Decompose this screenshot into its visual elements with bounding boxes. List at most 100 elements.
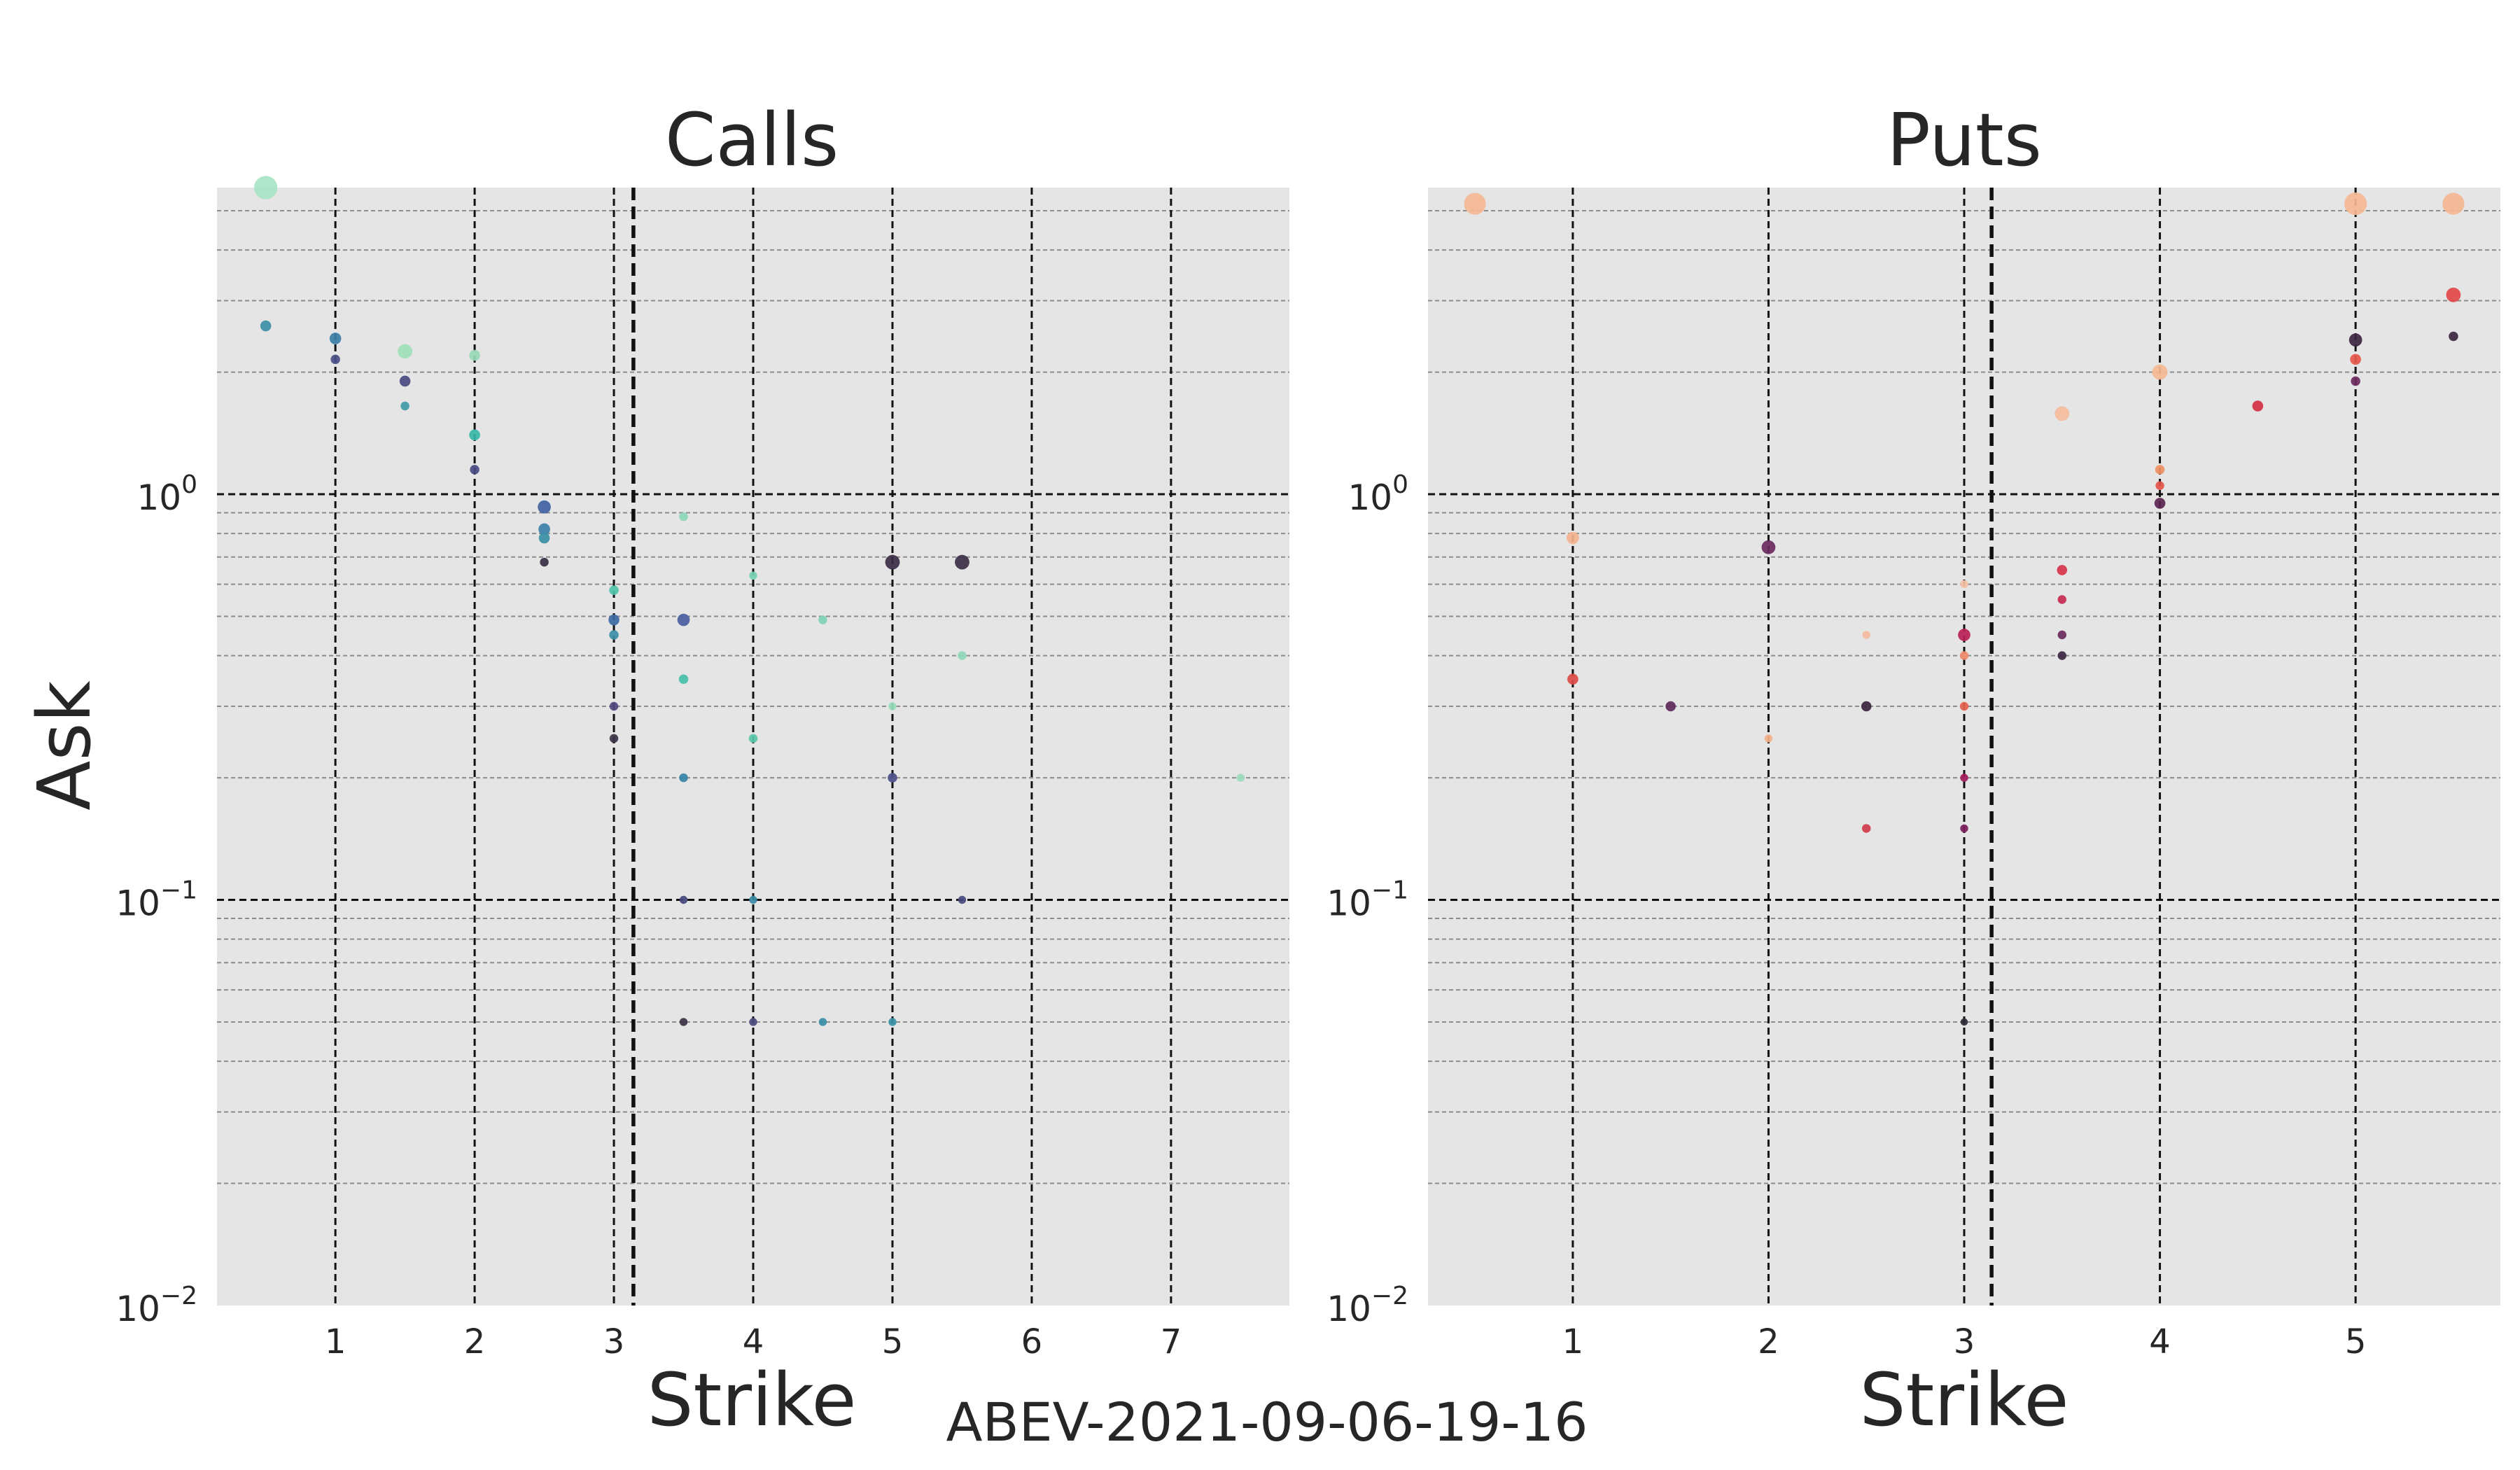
calls-data-point (469, 349, 480, 361)
puts-y-tick-label: 10−2 (1326, 1282, 1408, 1329)
puts-panel: 1 2 3 4 5 10−2 10−1 100 Puts Strike (1326, 97, 2500, 1443)
calls-x-tick-label: 4 (743, 1322, 764, 1362)
puts-data-point (1959, 701, 1969, 711)
calls-data-point (749, 1018, 757, 1026)
puts-data-point (2344, 192, 2367, 216)
calls-data-point (679, 512, 688, 522)
puts-points (1464, 192, 2465, 1026)
calls-data-point (679, 1018, 688, 1026)
calls-data-point (749, 895, 757, 904)
calls-data-point (748, 734, 758, 743)
puts-data-point (2155, 481, 2164, 490)
puts-data-point (1464, 192, 1486, 215)
calls-x-tick-label: 7 (1161, 1322, 1182, 1362)
calls-data-point (888, 702, 897, 710)
calls-x-tick-label: 5 (882, 1322, 904, 1362)
calls-data-point (679, 773, 688, 783)
puts-x-ticks: 1 2 3 4 5 (1562, 1322, 2367, 1362)
calls-data-point (818, 1018, 827, 1026)
puts-data-point (1862, 631, 1870, 639)
calls-data-point (888, 1018, 897, 1026)
calls-data-point (609, 734, 619, 743)
figure-caption: ABEV-2021-09-06-19-16 (946, 1391, 1588, 1453)
puts-data-point (1960, 824, 1968, 833)
puts-data-point (1665, 701, 1676, 712)
puts-data-point (1861, 701, 1872, 712)
calls-data-point (470, 465, 479, 475)
puts-data-point (2057, 565, 2068, 575)
puts-data-point (1567, 673, 1578, 685)
calls-x-tick-label: 1 (325, 1322, 346, 1362)
puts-x-tick-label: 4 (2149, 1322, 2171, 1362)
calls-data-point (538, 500, 551, 514)
calls-data-point (958, 651, 967, 660)
calls-y-ticks: 10−2 10−1 100 (115, 470, 197, 1329)
calls-data-point (399, 375, 411, 387)
puts-y-ticks: 10−2 10−1 100 (1326, 470, 1408, 1329)
puts-data-point (2154, 498, 2166, 509)
puts-data-point (2054, 406, 2070, 421)
calls-y-tick-label: 100 (136, 470, 197, 518)
calls-data-point (329, 332, 342, 344)
puts-data-point (1567, 531, 1579, 545)
puts-data-point (2057, 630, 2067, 640)
calls-y-tick-label: 10−2 (115, 1282, 197, 1329)
puts-data-point (2057, 595, 2067, 604)
puts-data-point (2348, 333, 2362, 347)
puts-data-point (1861, 824, 1871, 833)
puts-data-point (2449, 331, 2458, 342)
calls-data-point (398, 344, 412, 359)
calls-data-point (885, 554, 900, 570)
calls-title: Calls (665, 97, 839, 183)
puts-x-tick-label: 3 (1954, 1322, 1975, 1362)
calls-data-point (330, 354, 340, 365)
calls-y-tick-label: 10−1 (115, 876, 197, 924)
calls-data-point (818, 615, 827, 624)
puts-x-axis-label: Strike (1860, 1357, 2069, 1443)
calls-x-axis-label: Strike (648, 1357, 857, 1443)
calls-x-ticks: 1 2 3 4 5 6 7 (325, 1322, 1182, 1362)
calls-data-point (679, 895, 688, 904)
puts-data-point (2152, 364, 2168, 380)
calls-data-point (888, 773, 897, 783)
calls-data-point (253, 176, 278, 200)
puts-x-tick-label: 2 (1758, 1322, 1779, 1362)
calls-x-tick-label: 2 (464, 1322, 486, 1362)
puts-data-point (1958, 629, 1970, 641)
calls-data-point (958, 895, 967, 904)
calls-data-point (400, 401, 410, 411)
puts-grid (1428, 188, 2500, 1306)
puts-data-point (2446, 287, 2461, 302)
calls-x-tick-label: 6 (1021, 1322, 1043, 1362)
puts-data-point (2351, 376, 2360, 386)
calls-grid (217, 188, 1289, 1306)
calls-data-point (955, 554, 969, 570)
puts-data-point (1960, 774, 1968, 782)
calls-data-point (608, 614, 620, 626)
puts-plot-area (1428, 188, 2500, 1306)
calls-points (253, 176, 1245, 1026)
puts-data-point (1960, 1018, 1968, 1026)
puts-data-point (1960, 580, 1968, 589)
calls-data-point (609, 585, 619, 595)
calls-data-point (609, 701, 619, 711)
calls-data-point (678, 674, 689, 684)
calls-y-axis-label: Ask (22, 680, 107, 811)
puts-x-tick-label: 5 (2345, 1322, 2367, 1362)
puts-x-tick-label: 1 (1562, 1322, 1584, 1362)
calls-plot-area (217, 188, 1289, 1306)
calls-data-point (540, 557, 549, 567)
calls-data-point (469, 429, 480, 441)
puts-title: Puts (1886, 97, 2042, 183)
puts-data-point (2350, 354, 2361, 365)
calls-panel: 1 2 3 4 5 6 7 10−2 10−1 100 Calls Strike Ask (22, 97, 1289, 1443)
calls-data-point (538, 532, 550, 544)
puts-data-point (2252, 400, 2264, 412)
puts-y-tick-label: 10−1 (1326, 876, 1408, 924)
calls-data-point (1236, 774, 1245, 782)
puts-data-point (1761, 540, 1776, 554)
calls-data-point (260, 320, 272, 332)
calls-x-tick-label: 3 (603, 1322, 625, 1362)
puts-y-tick-label: 100 (1348, 470, 1408, 518)
